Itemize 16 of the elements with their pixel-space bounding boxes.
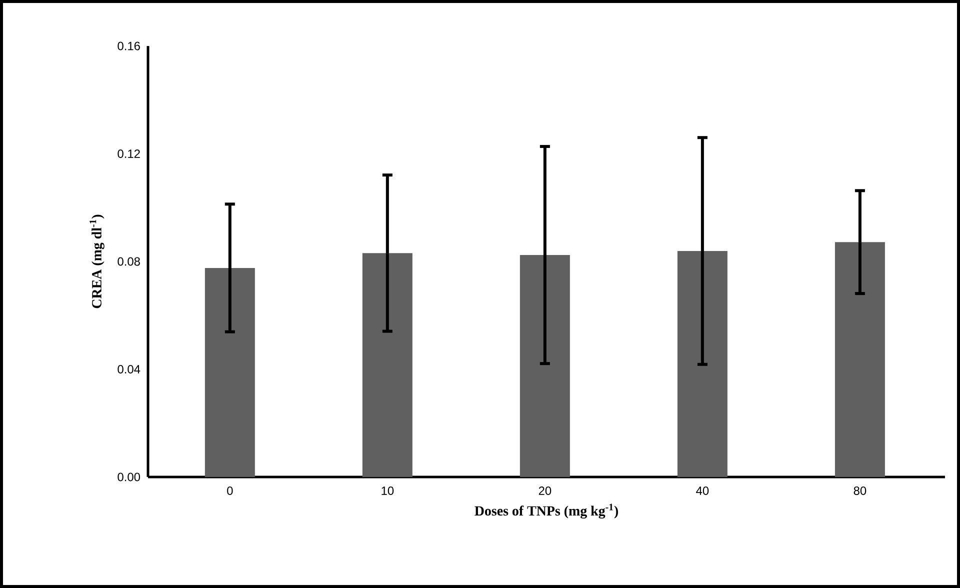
- x-tick-label: 80: [854, 486, 866, 495]
- x-axis-title: Doses of TNPs (mg kg$^{-1}$): [474, 504, 618, 519]
- y-tick-label: 0.16: [118, 42, 140, 50]
- bar: [204, 268, 255, 477]
- bar: [362, 253, 412, 477]
- y-axis-title: CREA (mg dl$^{-1}$): [90, 214, 104, 308]
- x-tick-label: 20: [538, 486, 552, 495]
- bar: [834, 242, 885, 477]
- y-tick-label: 0.04: [118, 365, 140, 374]
- x-tick-label: 40: [696, 486, 709, 495]
- x-tick-label: 0: [227, 486, 233, 495]
- x-tick-label: 10: [382, 486, 394, 495]
- y-tick-label: 0.08: [118, 257, 140, 266]
- bar: [520, 255, 570, 477]
- y-tick-label: 0.12: [118, 150, 140, 158]
- y-tick-label: 0.00: [118, 472, 140, 482]
